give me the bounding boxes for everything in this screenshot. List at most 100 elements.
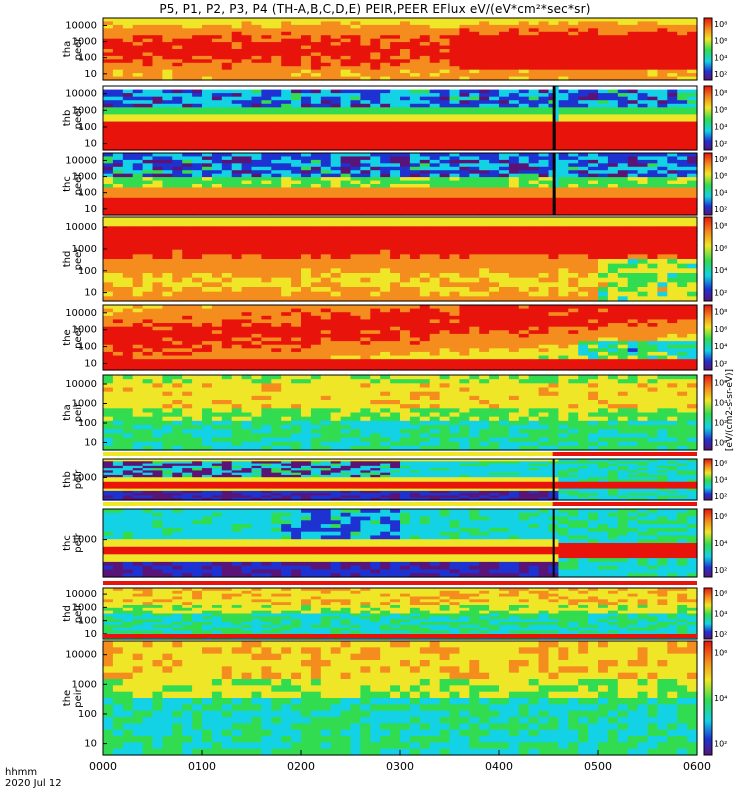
spectrogram-cell	[409, 305, 421, 310]
spectrogram-cell	[122, 337, 134, 342]
spectrogram-cell	[390, 173, 401, 178]
spectrogram-cell	[330, 177, 342, 182]
spectrogram-cell	[231, 49, 243, 54]
spectrogram-cell	[231, 333, 243, 339]
spectrogram-cell	[578, 254, 589, 260]
spectrogram-cell	[122, 103, 134, 108]
spectrogram-cell	[687, 93, 698, 98]
spectrogram-cell	[390, 38, 401, 43]
spectrogram-cell	[132, 35, 144, 40]
spectrogram-cell	[469, 268, 480, 274]
spectrogram-cell	[400, 21, 411, 26]
spectrogram-cell	[400, 273, 411, 279]
spectrogram-cell	[578, 132, 589, 137]
spectrogram-cell	[261, 114, 272, 119]
spectrogram-cell	[103, 159, 114, 164]
spectrogram-cell	[548, 235, 559, 241]
spectrogram-cell	[429, 89, 441, 94]
spectrogram-cell	[528, 268, 540, 274]
spectrogram-cell	[449, 159, 460, 164]
spectrogram-cell	[667, 315, 678, 321]
spectrogram-cell	[647, 66, 658, 71]
spectrogram-cell	[588, 337, 599, 342]
spectrogram-cell	[261, 197, 272, 202]
spectrogram-cell	[340, 240, 352, 246]
spectrogram-cell	[400, 296, 411, 302]
spectrogram-cell	[320, 142, 332, 148]
spectrogram-cell	[221, 333, 233, 339]
spectrogram-cell	[370, 268, 381, 274]
spectrogram-cell	[122, 89, 134, 94]
spectrogram-cell	[538, 273, 550, 279]
spectrogram-cell	[271, 337, 282, 342]
spectrogram-cell	[162, 201, 173, 206]
spectrogram-cell	[558, 308, 569, 313]
spectrogram-cell	[479, 287, 490, 293]
spectrogram-cell	[132, 282, 144, 288]
spectrogram-cell	[231, 308, 243, 313]
spectrogram-cell	[291, 277, 302, 283]
spectrogram-cell	[439, 100, 451, 105]
spectrogram-cell	[162, 139, 173, 144]
spectrogram-cell	[558, 42, 569, 47]
spectrogram-cell	[291, 128, 302, 133]
spectrogram-cell	[370, 146, 381, 151]
spectrogram-cell	[291, 159, 302, 164]
spectrogram-cell	[261, 240, 272, 246]
spectrogram-cell	[667, 93, 678, 98]
spectrogram-cell	[162, 31, 173, 36]
spectrogram-cell	[162, 333, 173, 339]
spectrogram-cell	[301, 177, 312, 182]
spectrogram-cell	[211, 282, 223, 288]
spectrogram-cell	[370, 142, 381, 148]
spectrogram-cell	[231, 226, 243, 232]
spectrogram-cell	[310, 132, 322, 137]
spectrogram-cell	[310, 337, 322, 342]
spectrogram-cell	[449, 96, 460, 101]
spectrogram-cell	[350, 45, 361, 50]
spectrogram-cell	[192, 173, 203, 178]
panel-label-probe: thc	[62, 176, 73, 192]
spectrogram-cell	[400, 170, 411, 175]
spectrogram-cell	[103, 110, 114, 116]
spectrogram-cell	[310, 114, 322, 119]
spectrogram-cell	[607, 114, 619, 119]
spectrogram-cell	[687, 125, 698, 130]
spectrogram-cell	[271, 121, 282, 126]
spectrogram-cell	[677, 52, 688, 57]
spectrogram-cell	[320, 146, 332, 151]
spectrogram-cell	[598, 249, 609, 255]
spectrogram-cell	[142, 187, 154, 192]
spectrogram-cell	[192, 184, 203, 189]
spectrogram-cell	[479, 118, 490, 123]
spectrogram-cell	[162, 184, 173, 189]
spectrogram-cell	[192, 153, 203, 158]
spectrogram-cell	[657, 142, 668, 148]
spectrogram-cell	[202, 263, 213, 269]
spectrogram-cell	[370, 132, 381, 137]
spectrogram-cell	[281, 240, 292, 246]
spectrogram-cell	[261, 305, 272, 310]
spectrogram-cell	[667, 103, 678, 108]
spectrogram-cell	[360, 159, 371, 164]
spectrogram-cell	[687, 187, 698, 192]
spectrogram-cell	[400, 132, 411, 137]
spectrogram-cell	[479, 231, 490, 237]
spectrogram-cell	[221, 296, 233, 302]
spectrogram-cell	[419, 110, 431, 116]
spectrogram-cell	[647, 323, 658, 328]
spectrogram-cell	[489, 142, 500, 148]
spectrogram-cell	[172, 201, 183, 206]
spectrogram-cell	[489, 93, 500, 98]
spectrogram-cell	[409, 146, 421, 151]
spectrogram-cell	[637, 197, 649, 202]
spectrogram-cell	[419, 28, 431, 33]
spectrogram-cell	[112, 211, 124, 216]
spectrogram-cell	[499, 110, 510, 116]
spectrogram-cell	[558, 208, 569, 213]
spectrogram-cell	[330, 139, 342, 144]
spectrogram-cell	[578, 128, 589, 133]
spectrogram-cell	[677, 326, 688, 331]
spectrogram-cell	[667, 254, 678, 260]
spectrogram-cell	[103, 180, 114, 185]
